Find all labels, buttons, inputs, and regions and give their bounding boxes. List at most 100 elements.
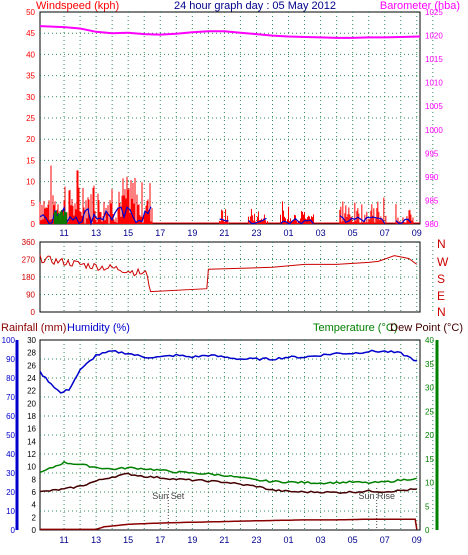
rainfall-tick-label: 6: [32, 488, 37, 497]
bottom-panel: Sun Set Sun Rise 010203040506070809010002…: [1, 322, 463, 545]
average-wind-line: [339, 215, 386, 224]
barometer-tick-label: 1010: [425, 79, 443, 88]
barometer-line: [39, 25, 421, 39]
barometer-tick-label: 985: [425, 196, 439, 205]
dewpoint-axis-label: Dew Point (°C): [390, 322, 463, 334]
windspeed-axis-ticks: 0 5 10 15 20 25 30 35 40 45 50: [26, 8, 35, 229]
windspeed-tick-label: 25: [26, 114, 35, 123]
time-tick-label: 15: [123, 535, 133, 545]
time-tick-label: 01: [284, 228, 294, 238]
windspeed-tick-label: 35: [26, 72, 35, 81]
humidity-tick-label: 50: [6, 431, 15, 440]
wind-activity: [39, 165, 420, 226]
rainfall-tick-label: 8: [32, 475, 37, 484]
bottom-time-ticks: 11 13 15 17 19 21 23 01 03 05 07 09: [59, 535, 421, 545]
rainfall-tick-label: 22: [27, 387, 36, 396]
bottom-series: [39, 349, 418, 531]
rainfall-tick-label: 4: [32, 501, 37, 510]
time-tick-label: 07: [380, 228, 390, 238]
time-tick-label: 23: [251, 535, 261, 545]
humidity-tick-label: 30: [6, 469, 15, 478]
humidity-tick-label: 10: [6, 507, 15, 516]
windspeed-tick-label: 15: [26, 156, 35, 165]
average-wind-line: [219, 218, 229, 222]
humidity-tick-label: 90: [6, 355, 15, 364]
compass-label-n-top: N: [437, 237, 446, 251]
temperature-tick-label: 35: [425, 360, 434, 369]
rainfall-tick-label: 14: [27, 437, 36, 446]
windspeed-axis-label: Windspeed (kph): [36, 0, 119, 12]
compass-label-n-bottom: N: [437, 305, 446, 319]
rainfall-axis-label: Rainfall (mm): [1, 322, 66, 334]
average-wind-line: [280, 218, 314, 225]
windspeed-tick-label: 10: [26, 178, 35, 187]
time-tick-label: 01: [284, 535, 294, 545]
sun-event-label: Sun Set: [152, 491, 185, 501]
direction-tick-label: 180: [22, 273, 36, 282]
sun-events: Sun Set Sun Rise: [152, 488, 395, 530]
wind-direction-line: [39, 254, 418, 293]
time-tick-label: 03: [316, 535, 326, 545]
humidity-axis-label: Humidity (%): [67, 322, 130, 334]
humidity-tick-label: 100: [2, 336, 16, 345]
barometer-tick-label: 1005: [425, 102, 443, 111]
temperature-tick-label: 15: [425, 455, 434, 464]
humidity-tick-label: 0: [11, 526, 16, 535]
windspeed-tick-label: 0: [31, 220, 36, 229]
rainfall-tick-label: 12: [27, 450, 36, 459]
direction-tick-label: 360: [22, 238, 36, 247]
time-tick-label: 11: [59, 228, 68, 238]
barometer-axis-ticks: 980 985 990 995 1000 1005 1010 1015 1020 1025: [425, 8, 443, 229]
temperature-axis-label: Temperature (°C): [313, 322, 397, 334]
direction-tick-label: 0: [31, 308, 36, 317]
top-grid: [40, 12, 434, 224]
rainfall-tick-label: 30: [27, 336, 36, 345]
barometer-tick-label: 990: [425, 173, 439, 182]
time-tick-label: 17: [155, 228, 165, 238]
barometer-axis-label: Barometer (hba): [380, 0, 460, 12]
barometer-tick-label: 1025: [425, 8, 443, 17]
barometer-series: [39, 25, 421, 39]
rainfall-tick-label: 20: [27, 399, 36, 408]
windspeed-tick-label: 5: [31, 199, 36, 208]
time-tick-label: 13: [91, 535, 101, 545]
rainfall-tick-label: 24: [27, 374, 36, 383]
average-wind-line: [395, 218, 412, 225]
direction-tick-label: 270: [22, 256, 36, 265]
humidity-tick-label: 70: [6, 393, 15, 402]
sun-event-label: Sun Rise: [358, 491, 395, 501]
temperature-tick-label: 5: [425, 502, 430, 511]
time-tick-label: 15: [123, 228, 133, 238]
humidity-tick-label: 60: [6, 412, 15, 421]
time-tick-label: 09: [412, 535, 422, 545]
time-tick-label: 07: [380, 535, 390, 545]
direction-axis-ticks: 0 90 180 270 360: [22, 238, 36, 317]
windspeed-tick-label: 45: [26, 29, 35, 38]
direction-grid: [40, 242, 434, 312]
chart-title: 24 hour graph day : 05 May 2012: [174, 0, 336, 12]
rainfall-tick-label: 2: [32, 513, 37, 522]
wind-direction-series: [39, 254, 418, 293]
time-tick-label: 21: [219, 228, 229, 238]
temperature-tick-label: 40: [425, 336, 434, 345]
time-tick-label: 23: [251, 228, 261, 238]
bottom-axes: 0102030405060708090100024681012141618202…: [2, 336, 439, 535]
time-tick-label: 17: [155, 535, 165, 545]
compass-label-w: W: [437, 255, 449, 269]
barometer-tick-label: 1020: [425, 32, 443, 41]
barometer-tick-label: 1000: [425, 126, 443, 135]
temperature-tick-label: 0: [425, 526, 430, 535]
barometer-tick-label: 995: [425, 149, 439, 158]
time-tick-label: 11: [59, 535, 68, 545]
rainfall-tick-label: 0: [32, 526, 37, 535]
temperature-tick-label: 30: [425, 384, 434, 393]
average-wind-line: [248, 217, 267, 225]
temperature-tick-label: 20: [425, 431, 434, 440]
barometer-tick-label: 1015: [425, 55, 443, 64]
humidity-tick-label: 80: [6, 374, 15, 383]
time-tick-label: 03: [316, 228, 326, 238]
dewpoint-series: [39, 472, 417, 494]
windspeed-tick-label: 40: [26, 50, 35, 59]
